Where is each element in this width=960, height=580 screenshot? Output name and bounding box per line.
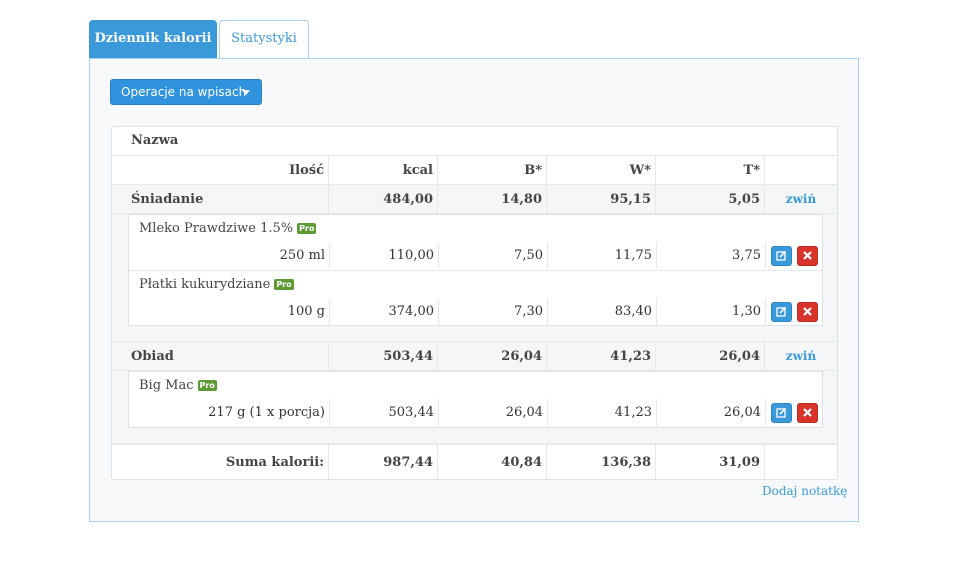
food-protein: 7,30 <box>438 298 547 325</box>
delete-button[interactable] <box>796 301 818 322</box>
add-note-link[interactable]: Dodaj notatkę <box>762 484 848 498</box>
operations-button-label: Operacje na wpisach <box>121 85 247 99</box>
tab-dziennik-kalorii[interactable]: Dziennik kalorii <box>89 20 217 58</box>
meal-items-area: Big Mac Pro 217 g (1 x porcja) 503,44 26… <box>112 371 837 444</box>
meal-name: Obiad <box>131 348 174 364</box>
food-kcal: 374,00 <box>329 298 438 325</box>
food-values: 217 g (1 x porcja) 503,44 26,04 41,23 26… <box>129 399 822 426</box>
food-name: Mleko Prawdziwe 1.5% Pro <box>139 221 317 236</box>
edit-icon <box>775 407 786 418</box>
diary-panel: Operacje na wpisach Nazwa Ilość kcal B* … <box>89 58 859 522</box>
header-qty: Ilość <box>289 162 324 178</box>
food-actions <box>765 399 822 426</box>
caret-down-icon <box>242 90 250 95</box>
food-protein: 26,04 <box>438 399 547 426</box>
meal-row-sniadanie: Śniadanie 484,00 14,80 95,15 5,05 zwiń <box>112 185 837 214</box>
list-item: Płatki kukurydziane Pro 100 g 374,00 7,3… <box>129 270 822 325</box>
pro-badge: Pro <box>297 223 317 234</box>
food-kcal: 503,44 <box>329 399 438 426</box>
food-actions <box>765 242 822 269</box>
summary-label: Suma kalorii: <box>225 455 324 470</box>
summary-protein: 40,84 <box>437 445 546 480</box>
meal-kcal: 503,44 <box>328 342 437 370</box>
food-qty: 250 ml <box>279 248 325 263</box>
list-item: Mleko Prawdziwe 1.5% Pro 250 ml 110,00 7… <box>129 215 822 270</box>
food-name-text: Mleko Prawdziwe 1.5% <box>139 221 294 236</box>
food-fat: 3,75 <box>656 242 765 269</box>
edit-icon <box>775 306 786 317</box>
delete-button[interactable] <box>796 402 818 423</box>
food-values: 100 g 374,00 7,30 83,40 1,30 <box>129 298 822 325</box>
meal-name: Śniadanie <box>131 191 204 207</box>
header-carbs: W* <box>546 156 655 184</box>
summary-kcal: 987,44 <box>328 445 437 480</box>
food-actions <box>765 298 822 325</box>
meal-carbs: 95,15 <box>546 185 655 213</box>
delete-icon <box>802 408 812 417</box>
food-values: 250 ml 110,00 7,50 11,75 3,75 <box>129 242 822 269</box>
edit-button[interactable] <box>770 245 792 266</box>
food-carbs: 83,40 <box>547 298 656 325</box>
delete-icon <box>802 251 812 260</box>
list-item: Big Mac Pro 217 g (1 x porcja) 503,44 26… <box>129 372 822 427</box>
header-fat: T* <box>655 156 764 184</box>
summary-fat: 31,09 <box>655 445 764 480</box>
food-carbs: 41,23 <box>547 399 656 426</box>
food-kcal: 110,00 <box>329 242 438 269</box>
summary-row: Suma kalorii: 987,44 40,84 136,38 31,09 <box>112 444 837 480</box>
meal-row-obiad: Obiad 503,44 26,04 41,23 26,04 zwiń <box>112 342 837 371</box>
meal-fat: 5,05 <box>655 185 764 213</box>
meal-items-box: Big Mac Pro 217 g (1 x porcja) 503,44 26… <box>128 371 823 428</box>
food-name: Big Mac Pro <box>139 378 217 393</box>
pro-badge: Pro <box>197 380 217 391</box>
food-qty: 100 g <box>287 304 325 319</box>
name-header: Nazwa <box>131 133 179 148</box>
food-protein: 7,50 <box>438 242 547 269</box>
food-fat: 26,04 <box>656 399 765 426</box>
meal-items-box: Mleko Prawdziwe 1.5% Pro 250 ml 110,00 7… <box>128 214 823 326</box>
delete-button[interactable] <box>796 245 818 266</box>
edit-button[interactable] <box>770 301 792 322</box>
meal-carbs: 41,23 <box>546 342 655 370</box>
tab-statystyki[interactable]: Statystyki <box>219 20 309 58</box>
header-kcal: kcal <box>328 156 437 184</box>
delete-icon <box>802 307 812 316</box>
food-name-text: Big Mac <box>139 378 194 393</box>
meal-protein: 14,80 <box>437 185 546 213</box>
column-header-row: Ilość kcal B* W* T* <box>112 156 837 185</box>
collapse-link[interactable]: zwiń <box>785 192 817 206</box>
name-header-row: Nazwa <box>112 127 837 156</box>
food-name: Płatki kukurydziane Pro <box>139 277 294 292</box>
operations-dropdown-button[interactable]: Operacje na wpisach <box>110 79 262 105</box>
summary-carbs: 136,38 <box>546 445 655 480</box>
edit-icon <box>775 250 786 261</box>
summary-actions <box>764 445 837 480</box>
food-table: Nazwa Ilość kcal B* W* T* Śniadanie 484,… <box>111 126 838 480</box>
header-protein: B* <box>437 156 546 184</box>
header-actions <box>764 156 837 184</box>
food-name-text: Płatki kukurydziane <box>139 277 271 292</box>
food-carbs: 11,75 <box>547 242 656 269</box>
meal-items-area: Mleko Prawdziwe 1.5% Pro 250 ml 110,00 7… <box>112 214 837 342</box>
meal-kcal: 484,00 <box>328 185 437 213</box>
meal-fat: 26,04 <box>655 342 764 370</box>
collapse-link[interactable]: zwiń <box>785 349 817 363</box>
edit-button[interactable] <box>770 402 792 423</box>
pro-badge: Pro <box>274 279 294 290</box>
meal-protein: 26,04 <box>437 342 546 370</box>
food-fat: 1,30 <box>656 298 765 325</box>
food-qty: 217 g (1 x porcja) <box>208 405 325 420</box>
